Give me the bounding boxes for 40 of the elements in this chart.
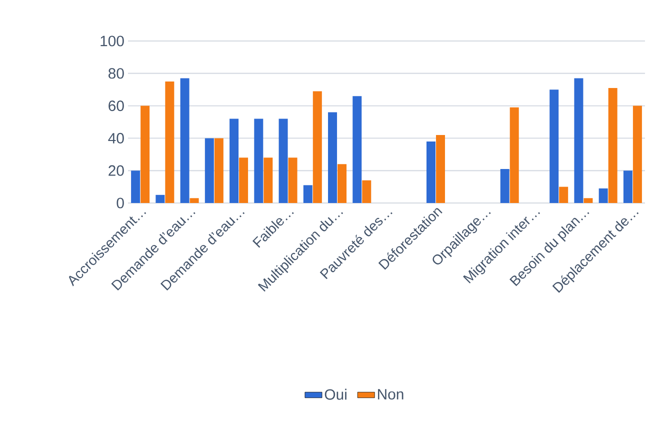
y-tick-label: 80 (108, 68, 124, 79)
bar (362, 180, 372, 203)
bar (254, 118, 264, 203)
bar (623, 170, 632, 203)
bar (436, 134, 445, 203)
bar (608, 88, 618, 203)
bar (214, 138, 224, 203)
bar (312, 91, 322, 203)
bar (632, 106, 642, 203)
legend-label: Oui (324, 388, 346, 400)
legend-label: Non (378, 389, 404, 400)
bar (500, 168, 510, 203)
bar (510, 107, 519, 203)
bar (584, 198, 593, 203)
bar (204, 138, 214, 203)
bar (165, 82, 174, 203)
bar (230, 118, 239, 203)
bar (574, 78, 584, 203)
bar (598, 188, 608, 203)
bar (303, 185, 312, 203)
bar (264, 158, 273, 203)
y-tick-label: 100 (100, 36, 124, 46)
bar (156, 194, 165, 203)
bar (550, 90, 559, 203)
bar (190, 198, 199, 203)
bar (426, 141, 436, 203)
y-tick-label: 0 (116, 198, 124, 208)
y-tick-label: 40 (108, 132, 124, 144)
bar (131, 170, 140, 203)
bar (559, 186, 568, 203)
bar (352, 96, 362, 203)
bar (278, 118, 288, 203)
y-tick-label: 20 (108, 165, 124, 176)
bar (328, 112, 338, 203)
y-tick-label: 60 (108, 100, 124, 112)
bar (288, 158, 298, 203)
bar (239, 158, 248, 203)
bar (140, 106, 150, 203)
bar (338, 164, 347, 203)
bar (180, 78, 190, 203)
